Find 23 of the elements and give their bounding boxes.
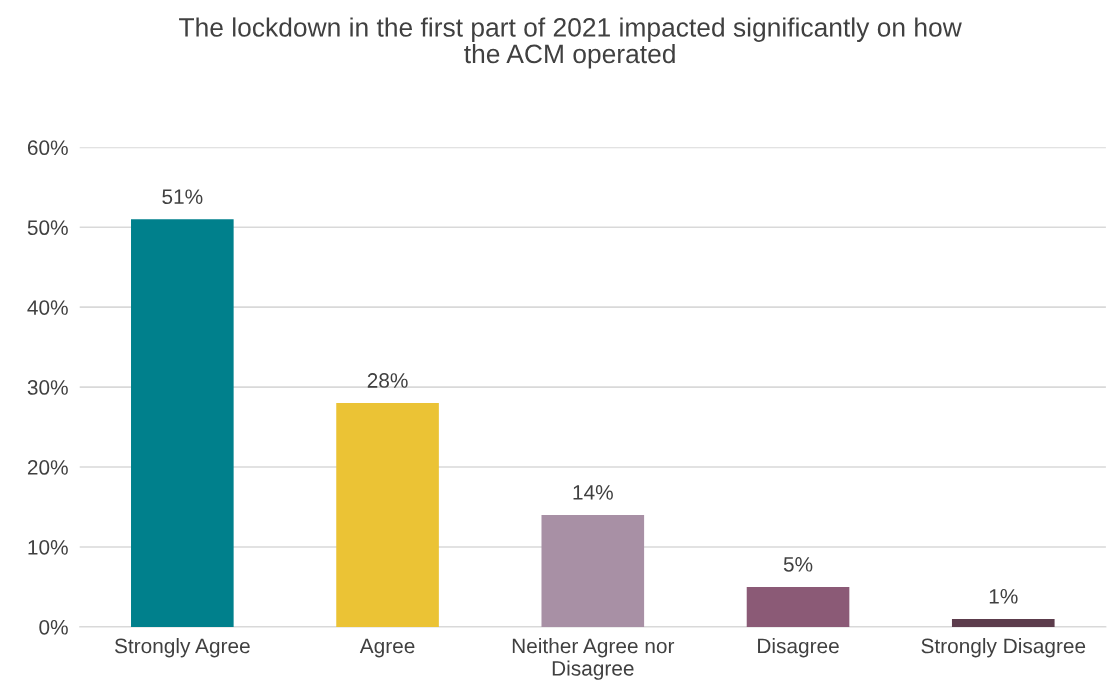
bar xyxy=(541,515,645,627)
data-label: 51% xyxy=(162,189,203,205)
x-tick-label: Neither Agree nor Disagree xyxy=(512,638,675,680)
bar xyxy=(746,586,850,627)
y-tick-label: 20% xyxy=(27,460,68,475)
data-label: 1% xyxy=(989,589,1018,604)
x-tick-label: Disagree xyxy=(758,638,839,658)
chart-title: The lockdown in the first part of 2021 impacted significantly on how the ACM operated xyxy=(179,17,962,69)
data-label: 5% xyxy=(783,557,813,572)
data-label: 14% xyxy=(573,485,613,500)
x-tick-label: Strongly Agree xyxy=(114,638,250,658)
y-tick-label: 40% xyxy=(27,300,68,315)
bar xyxy=(336,403,439,627)
y-tick-label: 30% xyxy=(27,380,68,395)
data-label: 28% xyxy=(367,373,408,388)
y-tick-label: 0% xyxy=(39,619,68,635)
y-tick-label: 10% xyxy=(28,539,68,555)
y-tick-label: 50% xyxy=(27,220,68,236)
x-tick-label: Strongly Disagree xyxy=(921,638,1086,658)
bar xyxy=(131,219,234,627)
bar xyxy=(951,618,1055,627)
x-tick-label: Agree xyxy=(359,638,415,658)
y-tick-label: 60% xyxy=(27,140,68,156)
